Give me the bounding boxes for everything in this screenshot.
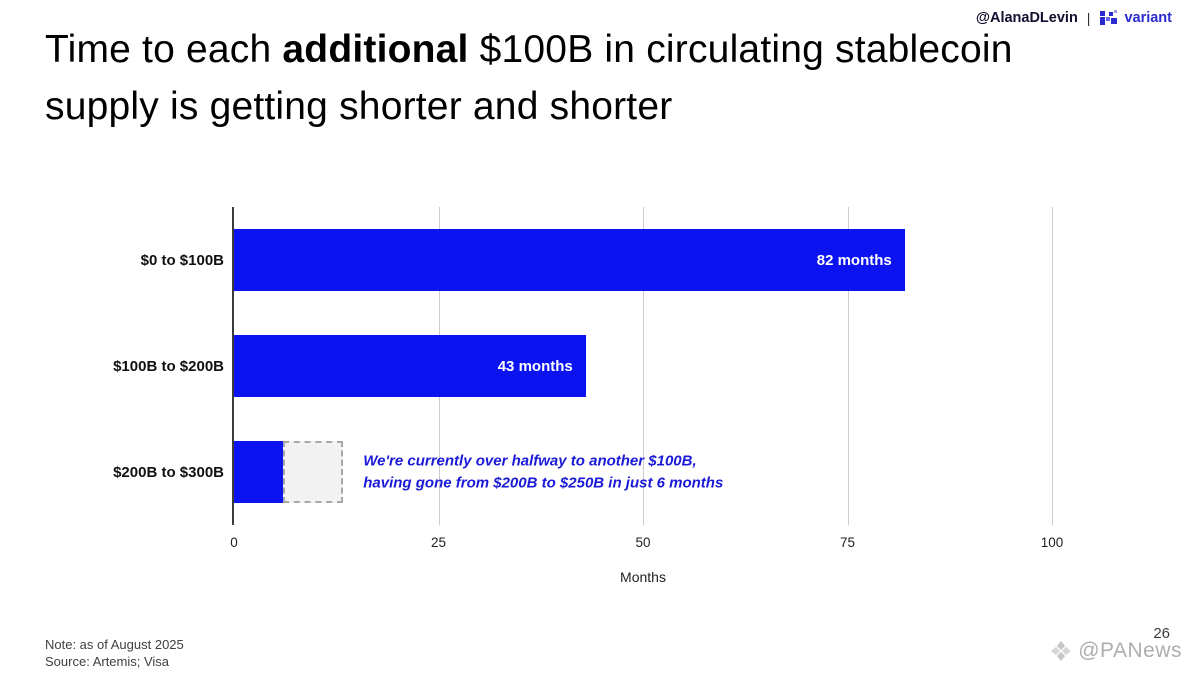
x-axis-label: Months <box>620 569 666 585</box>
annotation-line-1: We're currently over halfway to another … <box>363 452 697 470</box>
title-post: $100B in circulating stablecoin supply i… <box>45 28 1013 128</box>
watermark: @PANews <box>1050 639 1182 663</box>
chart-rows: $0 to $100B 82 months $100B to $200B 43 mon… <box>113 207 1052 525</box>
gridline <box>847 207 849 525</box>
bar: 43 months <box>234 335 586 397</box>
chart-row: $200B to $300B We're currently over halfw… <box>113 419 1052 525</box>
chart-row: $100B to $200B 43 months <box>113 313 1052 419</box>
bar-chart: $0 to $100B 82 months $100B to $200B 43 mon… <box>113 207 1063 585</box>
bar-value-label: 82 months <box>816 251 892 269</box>
header: @AlanaDLevin | variant <box>976 8 1172 28</box>
chart-row: $0 to $100B 82 months <box>141 207 1052 313</box>
footnotes: Note: as of August 2025 Source: Artemis;… <box>45 637 184 671</box>
author-handle: @AlanaDLevin <box>975 10 1078 26</box>
watermark-label: @PANews <box>1078 639 1182 662</box>
variant-brand-label: variant <box>1124 10 1172 26</box>
x-tick-label: 100 <box>1040 535 1064 550</box>
category-label: $100B to $200B <box>113 357 224 375</box>
title-bold: additional <box>282 28 469 71</box>
bar <box>234 441 284 503</box>
source-text: Source: Artemis; Visa <box>45 653 170 669</box>
bar-value-label: 43 months <box>497 357 573 375</box>
gridline <box>1052 207 1053 525</box>
variant-brand: variant <box>1099 8 1172 28</box>
variant-logo-icon <box>1100 10 1118 25</box>
panews-logo-icon <box>1051 640 1072 662</box>
projection-dashed-box <box>283 441 343 503</box>
gridline <box>643 207 644 525</box>
bar: 82 months <box>234 229 905 291</box>
category-label: $200B to $300B <box>113 463 224 481</box>
x-tick-label: 0 <box>230 535 238 550</box>
title-pre: Time to each <box>45 28 283 71</box>
x-tick-label: 25 <box>430 535 447 550</box>
slide-title: Time to each additional $100B in circula… <box>45 22 1035 135</box>
page-number: 26 <box>1153 625 1170 642</box>
chart-annotation: We're currently over halfway to another … <box>363 450 723 494</box>
category-label: $0 to $100B <box>140 251 224 269</box>
x-tick-label: 75 <box>839 535 856 550</box>
x-tick-label: 50 <box>635 535 651 550</box>
header-separator: | <box>1086 10 1091 26</box>
note-text: Note: as of August 2025 <box>45 637 184 652</box>
annotation-line-2: having gone from $200B to $250B in just … <box>363 474 724 491</box>
